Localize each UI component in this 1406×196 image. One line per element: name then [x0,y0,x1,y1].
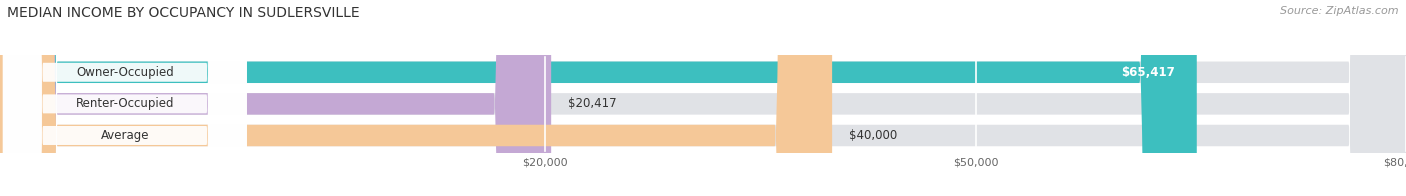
FancyBboxPatch shape [0,0,832,196]
Text: Owner-Occupied: Owner-Occupied [76,66,174,79]
FancyBboxPatch shape [3,0,247,196]
FancyBboxPatch shape [3,0,247,196]
FancyBboxPatch shape [0,0,551,196]
Text: Average: Average [101,129,149,142]
FancyBboxPatch shape [3,0,247,196]
Text: Renter-Occupied: Renter-Occupied [76,97,174,110]
Text: MEDIAN INCOME BY OCCUPANCY IN SUDLERSVILLE: MEDIAN INCOME BY OCCUPANCY IN SUDLERSVIL… [7,6,360,20]
Text: Source: ZipAtlas.com: Source: ZipAtlas.com [1281,6,1399,16]
Text: $65,417: $65,417 [1122,66,1175,79]
FancyBboxPatch shape [0,0,1197,196]
Text: $40,000: $40,000 [849,129,897,142]
Text: $20,417: $20,417 [568,97,617,110]
